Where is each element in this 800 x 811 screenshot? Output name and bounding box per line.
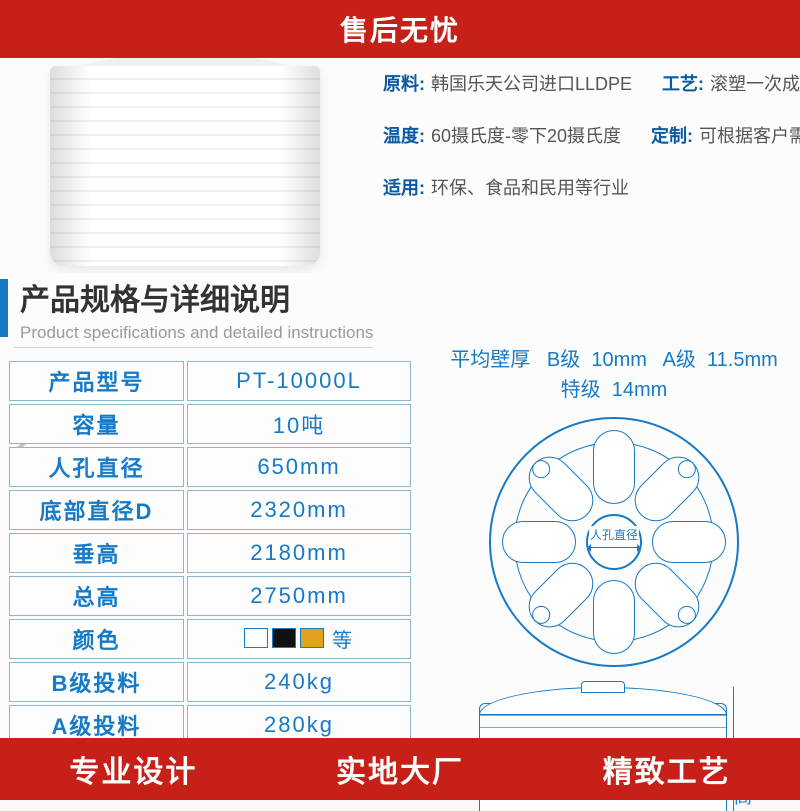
spec-key: 容量 <box>9 404 184 444</box>
temp-label: 温度: <box>383 122 425 148</box>
page-canvas: 售后无忧 原料:韩国乐天公司进口LLDPE 工艺:滚塑一次成型，无缝无 温度:6… <box>0 0 800 800</box>
spec-table: 产品型号PT-10000L容量10吨人孔直径650mm底部直径D2320mm垂高… <box>6 358 414 791</box>
plan-view-drawing: 人孔直径 <box>469 417 759 667</box>
scope-label: 适用: <box>383 174 425 200</box>
process-value: 滚塑一次成型，无缝无 <box>710 70 800 96</box>
thickness-prefix: 平均壁厚 <box>450 349 530 371</box>
bottom-banner-left: 专业设计 <box>69 747 197 791</box>
bottom-banner-mid: 实地大厂 <box>336 747 464 791</box>
section-title-text: 产品规格与详细说明 <box>14 275 373 319</box>
table-row: 垂高2180mm <box>9 533 411 573</box>
spec-key: 颜色 <box>9 619 184 659</box>
product-description: 原料:韩国乐天公司进口LLDPE 工艺:滚塑一次成型，无缝无 温度:60摄氏度-… <box>383 70 798 226</box>
table-row: 底部直径D2320mm <box>9 490 411 530</box>
spec-value: 2180mm <box>187 533 411 573</box>
spec-key: 底部直径D <box>9 490 184 530</box>
thickness-a-value: 11.5mm <box>707 349 778 371</box>
process-label: 工艺: <box>662 70 704 96</box>
plan-hub-label: 人孔直径 <box>589 526 639 543</box>
product-photo <box>0 58 375 273</box>
bottom-banner: 专业设计 实地大厂 精致工艺 <box>0 738 800 800</box>
spec-key: 垂高 <box>9 533 184 573</box>
spec-value: 等 <box>187 619 411 659</box>
spec-value: 240kg <box>187 662 411 702</box>
spec-key: 总高 <box>9 576 184 616</box>
scope-value: 环保、食品和民用等行业 <box>431 174 629 200</box>
custom-label: 定制: <box>651 122 693 148</box>
thickness-a-label: A级 <box>663 349 696 371</box>
temp-value: 60摄氏度-零下20摄氏度 <box>431 122 621 148</box>
spec-key: 产品型号 <box>9 361 184 401</box>
thickness-b-value: 10mm <box>591 349 647 371</box>
table-row: 总高2750mm <box>9 576 411 616</box>
plan-slot <box>593 430 635 504</box>
spec-value: 650mm <box>187 447 411 487</box>
spec-value: 10吨 <box>187 404 411 444</box>
spec-key: 人孔直径 <box>9 447 184 487</box>
plan-hub-arrow <box>587 547 641 548</box>
top-banner: 售后无忧 <box>0 0 800 58</box>
side-cap <box>581 681 625 693</box>
table-row: 容量10吨 <box>9 404 411 444</box>
plan-slot <box>502 521 576 563</box>
spec-key: B级投料 <box>9 662 184 702</box>
swatch-etc: 等 <box>332 624 354 653</box>
table-row: 人孔直径650mm <box>9 447 411 487</box>
thickness-s-value: 14mm <box>612 379 668 401</box>
plan-slot <box>652 521 726 563</box>
tank-body-shape <box>50 66 320 266</box>
section-accent-bar <box>0 279 8 337</box>
material-label: 原料: <box>383 70 425 96</box>
table-row: B级投料240kg <box>9 662 411 702</box>
color-swatch-gold <box>300 628 324 648</box>
thickness-b-label: B级 <box>547 349 580 371</box>
table-row: 产品型号PT-10000L <box>9 361 411 401</box>
table-row: 颜色 等 <box>9 619 411 659</box>
color-swatch-black <box>272 628 296 648</box>
spec-value: 2320mm <box>187 490 411 530</box>
section-subtitle: Product specifications and detailed inst… <box>14 323 373 348</box>
color-swatch-white <box>244 628 268 648</box>
thickness-s-label: 特级 <box>561 379 601 401</box>
plan-slot <box>593 580 635 654</box>
material-value: 韩国乐天公司进口LLDPE <box>431 70 632 96</box>
bottom-banner-right: 精致工艺 <box>603 747 731 791</box>
wall-thickness-spec: 平均壁厚 B级 10mm A级 11.5mm 特级 14mm <box>430 345 798 405</box>
top-banner-text: 售后无忧 <box>340 9 460 49</box>
spec-value: 2750mm <box>187 576 411 616</box>
custom-value: 可根据客户需求量身定 <box>699 122 800 148</box>
section-title: 产品规格与详细说明 Product specifications and det… <box>0 275 373 348</box>
spec-value: PT-10000L <box>187 361 411 401</box>
